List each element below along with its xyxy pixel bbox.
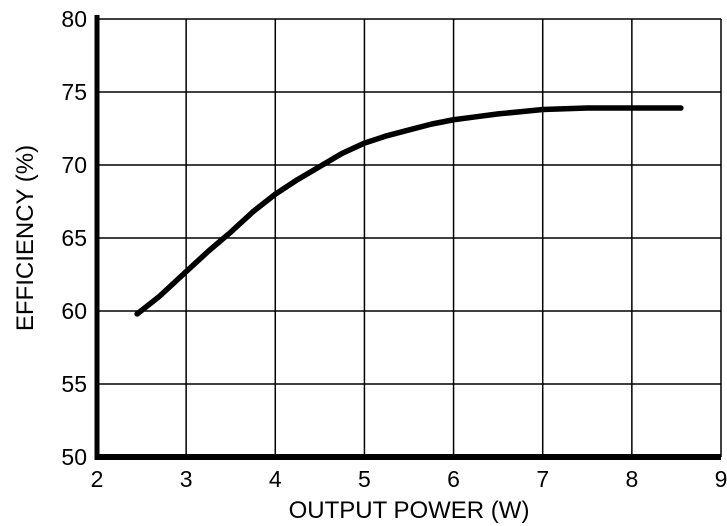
y-tick-label: 80 xyxy=(61,6,87,32)
x-tick-label: 8 xyxy=(625,466,638,492)
y-axis-tick-labels: 50 55 60 65 70 75 80 xyxy=(61,6,87,470)
y-tick-label: 65 xyxy=(61,225,87,251)
efficiency-curve xyxy=(134,105,684,317)
y-tick-label: 60 xyxy=(61,298,87,324)
y-axis-title: EFFICIENCY (%) xyxy=(12,145,39,331)
x-tick-label: 6 xyxy=(447,466,460,492)
y-tick-label: 70 xyxy=(61,152,87,178)
y-tick-label: 55 xyxy=(61,371,87,397)
curve-group xyxy=(134,105,684,317)
x-tick-label: 7 xyxy=(536,466,549,492)
x-tick-label: 2 xyxy=(91,466,104,492)
x-axis-title: OUTPUT POWER (W) xyxy=(289,497,530,524)
y-tick-label: 50 xyxy=(61,444,87,470)
y-tick-label: 75 xyxy=(61,79,87,105)
x-tick-label: 9 xyxy=(715,466,727,492)
x-tick-label: 3 xyxy=(180,466,193,492)
x-tick-label: 5 xyxy=(358,466,371,492)
gridlines xyxy=(97,18,722,457)
x-axis-tick-labels: 2 3 4 5 6 7 8 9 xyxy=(91,466,727,492)
axis-spines xyxy=(94,15,721,460)
x-tick-label: 4 xyxy=(269,466,282,492)
